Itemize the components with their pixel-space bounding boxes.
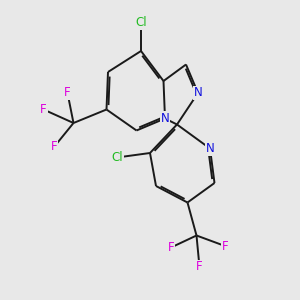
Text: F: F (40, 103, 47, 116)
Text: Cl: Cl (135, 16, 147, 29)
Text: N: N (194, 86, 202, 100)
Text: F: F (168, 241, 174, 254)
Text: F: F (222, 239, 228, 253)
Text: N: N (160, 112, 169, 125)
Text: Cl: Cl (111, 151, 123, 164)
Text: N: N (206, 142, 214, 155)
Text: F: F (51, 140, 57, 154)
Text: F: F (64, 86, 71, 100)
Text: F: F (196, 260, 203, 274)
